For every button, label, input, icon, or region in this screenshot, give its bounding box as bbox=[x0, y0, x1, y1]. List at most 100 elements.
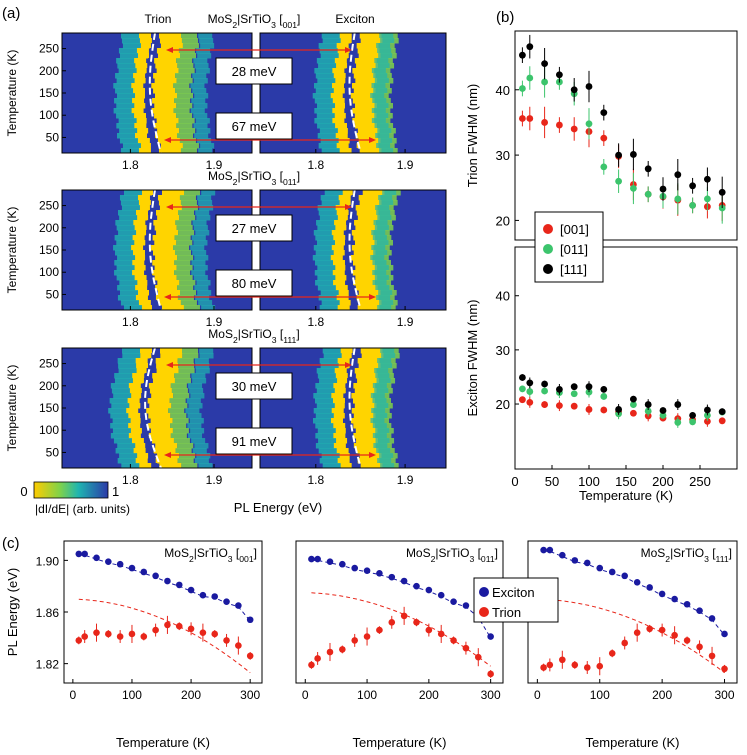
data-point bbox=[718, 417, 726, 425]
exciton-data-point bbox=[93, 554, 100, 562]
heatmap-band bbox=[355, 123, 378, 129]
heatmap-band bbox=[316, 368, 339, 374]
heatmap-band bbox=[313, 393, 336, 399]
heatmap-band bbox=[351, 230, 374, 236]
heatmap-band bbox=[170, 423, 187, 429]
heatmap-band bbox=[145, 240, 152, 246]
heatmap-band bbox=[173, 438, 190, 444]
heatmap-band bbox=[178, 363, 195, 369]
heatmap-band bbox=[316, 388, 339, 394]
heatmap-band bbox=[145, 78, 152, 84]
heatmap-band bbox=[140, 353, 153, 359]
heatmap-band bbox=[372, 98, 387, 104]
heatmap-band bbox=[352, 118, 375, 124]
heatmap-band bbox=[116, 275, 139, 281]
heatmap-band bbox=[137, 280, 150, 286]
data-point bbox=[526, 115, 534, 122]
legend-marker bbox=[479, 587, 489, 597]
heatmap-band bbox=[195, 68, 210, 74]
x-tick-label: 1.9 bbox=[397, 315, 414, 329]
heatmap-band bbox=[338, 138, 351, 144]
heatmap-band bbox=[319, 215, 342, 221]
heatmap-band bbox=[180, 290, 196, 296]
heatmap-band bbox=[382, 190, 397, 196]
colorbar bbox=[33, 481, 109, 499]
heatmap-band bbox=[335, 265, 348, 271]
heatmap-band bbox=[319, 458, 342, 464]
heatmap-band bbox=[197, 290, 212, 296]
heatmap-band bbox=[114, 373, 137, 379]
heatmap-band bbox=[136, 48, 149, 54]
heatmap-band bbox=[320, 290, 343, 296]
exciton-data-point bbox=[140, 568, 148, 576]
heatmap-band bbox=[122, 353, 145, 359]
legend-marker bbox=[543, 264, 553, 274]
heatmap-band bbox=[344, 88, 351, 94]
data-point bbox=[689, 418, 696, 426]
heatmap-band bbox=[336, 448, 349, 454]
heatmap-band bbox=[347, 443, 354, 449]
heatmap-band bbox=[317, 123, 340, 129]
gap-arrowhead bbox=[369, 137, 376, 143]
legend: Exciton Trion bbox=[473, 577, 559, 623]
heatmap-band bbox=[350, 143, 357, 149]
heatmap-panel: MoS2|SrTiO3 [011] 1.8 1.9 1.8 1.9 50 100 150 200… bbox=[5, 169, 447, 329]
data-point bbox=[704, 406, 711, 414]
data-point bbox=[526, 43, 534, 51]
heatmap-band bbox=[137, 195, 150, 201]
heatmap-band bbox=[353, 250, 376, 256]
heatmap-band bbox=[154, 103, 177, 109]
heatmap-band bbox=[120, 290, 142, 296]
heatmap-band bbox=[115, 88, 138, 94]
heatmap-band bbox=[160, 143, 183, 149]
exciton-data-point bbox=[376, 569, 383, 577]
exciton-data-point bbox=[546, 546, 554, 554]
gap-arrowhead bbox=[345, 362, 352, 368]
heatmap-band bbox=[374, 78, 389, 84]
heatmap-band bbox=[379, 453, 394, 459]
data-point bbox=[541, 119, 548, 126]
heatmap-band bbox=[376, 448, 391, 454]
heatmap-band bbox=[321, 200, 344, 206]
heatmap-band bbox=[142, 433, 149, 439]
heatmap-band bbox=[344, 93, 351, 99]
heatmap-band bbox=[145, 245, 152, 251]
heatmap-band bbox=[195, 210, 210, 216]
heatmap-band bbox=[334, 403, 347, 409]
x-tick-label: 100 bbox=[357, 688, 377, 702]
heatmap-band bbox=[118, 48, 141, 54]
heatmap-band bbox=[333, 433, 346, 439]
heatmap-band bbox=[146, 113, 153, 119]
heatmap-band bbox=[335, 133, 348, 139]
heatmap-band bbox=[345, 230, 352, 236]
legend-marker bbox=[543, 244, 553, 254]
heatmap-band bbox=[375, 285, 390, 291]
exciton-data-point bbox=[314, 555, 321, 563]
exciton-data-point bbox=[175, 581, 183, 589]
heatmap-band bbox=[181, 205, 198, 211]
energy-gap-annotation: 67 meV bbox=[232, 119, 277, 134]
heatmap-band bbox=[174, 235, 191, 241]
heatmap-band bbox=[374, 403, 389, 409]
legend-label: Exciton bbox=[492, 585, 535, 600]
heatmap-band bbox=[154, 265, 177, 271]
heatmap-exciton-half: 1.8 1.9 bbox=[259, 32, 447, 172]
heatmap-band bbox=[119, 128, 142, 134]
heatmap-band bbox=[131, 438, 144, 444]
heatmap-band bbox=[188, 383, 203, 389]
y-tick-label: 200 bbox=[39, 64, 59, 78]
exciton-data-point bbox=[571, 557, 579, 564]
heatmap-band bbox=[110, 413, 133, 419]
plot-title: MoS2|SrTiO3 [011] bbox=[406, 546, 498, 564]
heatmap-band bbox=[377, 458, 392, 464]
heatmap-band bbox=[145, 250, 151, 256]
heatmap-band bbox=[155, 63, 178, 69]
heatmap-band bbox=[173, 393, 190, 399]
heatmap-band bbox=[354, 388, 377, 394]
heatmap-band bbox=[182, 43, 199, 49]
trion-data-point bbox=[559, 656, 566, 664]
heatmap-band bbox=[177, 63, 194, 69]
heatmap-band bbox=[380, 463, 395, 469]
heatmap-band bbox=[175, 220, 192, 226]
heatmap-band bbox=[312, 418, 335, 424]
